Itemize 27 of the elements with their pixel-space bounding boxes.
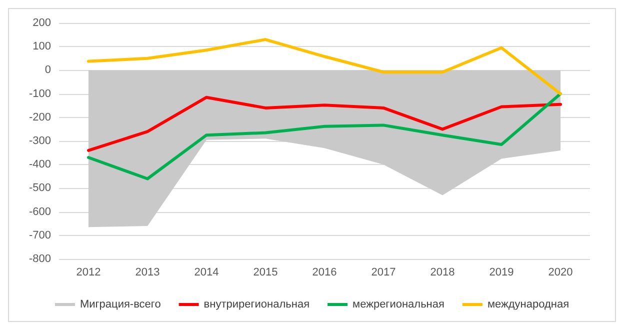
y-tick-label: -300: [28, 135, 51, 147]
x-tick-label: 2013: [135, 266, 160, 278]
y-tick-label: -600: [28, 206, 51, 218]
x-tick-label: 2020: [548, 266, 573, 278]
y-tick-label: -700: [28, 229, 51, 242]
legend-label: международная: [487, 298, 570, 310]
x-tick-label: 2016: [312, 266, 337, 278]
y-tick-label: -100: [28, 88, 51, 100]
x-tick-label: 2014: [194, 266, 219, 278]
y-tick-label: 100: [32, 40, 51, 53]
y-tick-label: -500: [28, 182, 51, 194]
legend-label: внутрирегиональная: [204, 298, 310, 310]
x-tick-label: 2015: [253, 266, 278, 278]
y-tick-label: -200: [28, 111, 51, 124]
legend-label: межрегиональная: [352, 298, 444, 310]
y-tick-label: -400: [28, 158, 51, 171]
x-tick-label: 2019: [489, 266, 514, 278]
x-tick-label: 2012: [76, 266, 101, 278]
y-tick-label: -800: [28, 253, 51, 265]
line-series: [87, 96, 562, 152]
line-series: [87, 38, 562, 96]
y-tick-label: 0: [44, 64, 51, 76]
y-tick-label: 200: [32, 17, 51, 29]
legend-label: Миграция-всего: [80, 298, 161, 310]
x-tick-label: 2018: [430, 266, 455, 278]
line-series: [87, 92, 562, 180]
x-tick-label: 2017: [371, 266, 396, 278]
